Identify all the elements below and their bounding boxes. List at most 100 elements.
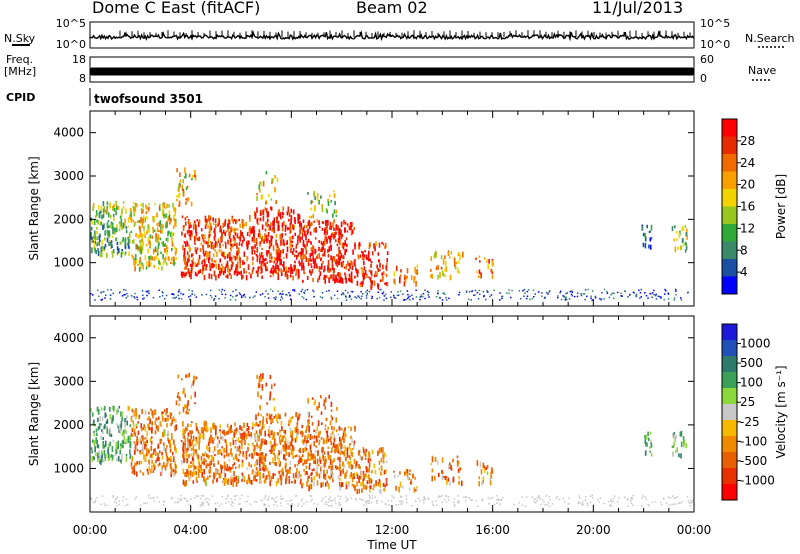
echo-point [224, 439, 227, 443]
echo-point [221, 446, 223, 449]
echo-point [141, 448, 143, 452]
echo-point [141, 210, 143, 214]
echo-point [120, 411, 122, 417]
colorbar-tick-label: 20 [740, 178, 755, 192]
echo-point [375, 482, 377, 487]
echo-point [100, 251, 102, 258]
echo-point [128, 239, 131, 244]
echo-point [171, 262, 174, 265]
echo-point [119, 215, 122, 219]
ground-scatter-point [369, 497, 371, 500]
ground-scatter-point [281, 297, 284, 300]
echo-point [127, 225, 129, 228]
echo-point [122, 439, 124, 444]
echo-point [191, 439, 194, 445]
echo-point [309, 222, 312, 227]
ground-scatter-point [423, 495, 425, 498]
echo-point [134, 266, 136, 272]
y-tick-label: 2000 [53, 212, 84, 226]
echo-point [208, 221, 211, 225]
echo-point [281, 215, 284, 219]
ground-scatter-point [312, 289, 314, 292]
echo-point [323, 232, 326, 235]
ground-scatter-point [445, 501, 448, 503]
echo-point [221, 431, 224, 434]
echo-point [143, 231, 146, 235]
echo-point [350, 271, 353, 277]
ground-scatter-point [230, 503, 232, 505]
ground-scatter-point [428, 498, 430, 500]
echo-point [160, 229, 163, 234]
echo-point [241, 221, 244, 224]
ground-scatter-point [161, 291, 163, 293]
echo-point [202, 249, 205, 254]
echo-point [437, 274, 439, 280]
ground-scatter-point [152, 296, 155, 299]
echo-point [279, 440, 282, 445]
ground-scatter-point [195, 495, 197, 497]
echo-point [133, 260, 135, 266]
ground-scatter-point [361, 295, 363, 298]
echo-point [170, 217, 172, 223]
echo-point [96, 231, 98, 235]
echo-point [398, 486, 400, 493]
echo-point [274, 186, 276, 193]
echo-point [356, 474, 359, 479]
echo-point [369, 488, 371, 493]
echo-point [212, 450, 215, 454]
echo-point [369, 458, 372, 462]
echo-point [350, 472, 353, 478]
ground-scatter-point [177, 501, 179, 504]
echo-point [339, 485, 341, 491]
echo-point [145, 452, 148, 457]
echo-point [458, 480, 461, 485]
echo-point [224, 219, 227, 223]
echo-point [351, 229, 354, 235]
echo-point [345, 447, 347, 452]
echo-point [190, 395, 192, 400]
echo-point [241, 479, 243, 482]
echo-point [124, 245, 127, 250]
echo-point [184, 176, 186, 179]
echo-point [113, 231, 116, 235]
echo-point [222, 449, 225, 452]
echo-point [296, 269, 298, 275]
echo-point [172, 416, 175, 420]
echo-point [134, 432, 137, 437]
echo-point [151, 459, 153, 464]
echo-point [212, 456, 215, 463]
echo-point [292, 456, 295, 459]
echo-point [368, 467, 370, 473]
echo-point [344, 433, 347, 438]
echo-point [135, 414, 137, 420]
colorbar-label: Velocity [m s⁻¹] [774, 365, 788, 458]
echo-point [120, 211, 123, 217]
echo-point [346, 447, 349, 451]
echo-point [305, 443, 308, 449]
echo-point [238, 430, 241, 436]
echo-point [201, 469, 203, 472]
colorbar-segment [722, 241, 737, 260]
echo-point [156, 214, 158, 218]
ground-scatter-point [424, 499, 426, 501]
ground-scatter-point [97, 289, 99, 291]
echo-point [194, 402, 196, 405]
echo-point [273, 260, 276, 264]
echo-point [358, 475, 361, 478]
echo-point [312, 453, 315, 460]
echo-point [183, 225, 185, 228]
echo-point [135, 471, 138, 477]
echo-point [136, 220, 139, 224]
echo-point [379, 489, 381, 494]
ground-scatter-point [571, 290, 573, 292]
echo-point [271, 228, 273, 232]
echo-point [246, 422, 249, 427]
echo-point [338, 273, 340, 278]
echo-point [190, 424, 192, 427]
echo-point [275, 461, 277, 467]
echo-point [229, 426, 231, 431]
ground-scatter-point [562, 497, 564, 500]
echo-point [378, 242, 381, 248]
echo-point [302, 253, 305, 260]
echo-point [96, 226, 98, 230]
